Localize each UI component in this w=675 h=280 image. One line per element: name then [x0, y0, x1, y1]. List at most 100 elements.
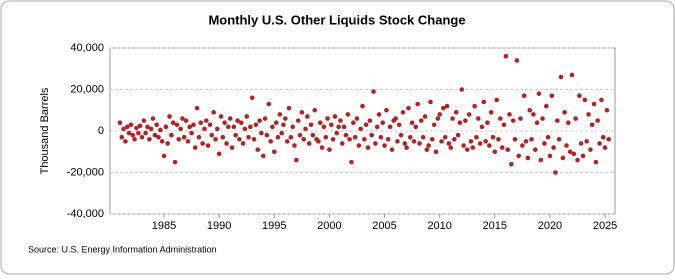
data-point	[395, 139, 400, 144]
data-point	[330, 137, 336, 142]
data-point	[117, 120, 123, 125]
data-point	[158, 127, 163, 133]
data-point	[196, 134, 202, 140]
data-point	[275, 134, 281, 140]
data-point	[531, 112, 536, 117]
data-point	[351, 120, 356, 125]
data-point	[279, 130, 284, 136]
data-point	[505, 147, 511, 152]
x-tick-label: 1985	[152, 220, 176, 232]
x-tick-label: 2015	[483, 220, 507, 232]
data-point	[137, 123, 143, 129]
data-point	[562, 110, 567, 115]
source-note: Source: U.S. Energy Information Administ…	[28, 244, 217, 254]
data-point	[365, 145, 371, 150]
data-point	[165, 141, 170, 146]
data-point	[483, 139, 488, 144]
data-point	[575, 157, 580, 163]
data-point	[121, 126, 126, 132]
data-point	[194, 105, 200, 111]
data-point	[507, 112, 512, 117]
data-point	[244, 114, 250, 119]
data-point	[446, 141, 452, 146]
data-point	[233, 132, 238, 138]
data-point	[400, 110, 406, 115]
data-point	[384, 107, 389, 113]
data-point	[281, 122, 286, 128]
data-point	[231, 124, 237, 130]
data-point	[249, 95, 255, 101]
data-point	[251, 137, 257, 142]
data-point	[152, 132, 158, 138]
data-point	[593, 159, 599, 165]
data-point	[332, 114, 338, 119]
data-point	[290, 124, 296, 130]
data-point	[582, 97, 588, 103]
data-point	[253, 122, 259, 128]
data-point	[540, 116, 545, 121]
data-point	[334, 130, 340, 136]
data-point	[312, 107, 318, 113]
data-point	[437, 112, 442, 117]
data-point	[442, 134, 448, 140]
data-point	[262, 116, 268, 121]
data-point	[429, 137, 435, 142]
data-point	[599, 97, 604, 103]
data-point	[362, 137, 367, 142]
data-point	[402, 141, 408, 146]
data-point	[424, 147, 430, 152]
data-point	[551, 145, 556, 150]
data-point	[266, 101, 272, 107]
data-point	[260, 153, 266, 159]
data-point	[573, 116, 578, 121]
data-point	[376, 112, 382, 117]
data-point	[248, 124, 253, 130]
data-point	[203, 118, 209, 123]
data-point	[345, 112, 351, 117]
data-point	[222, 120, 227, 125]
data-point	[349, 159, 354, 165]
data-point	[200, 141, 205, 146]
data-point	[450, 116, 455, 121]
data-point	[569, 72, 575, 78]
data-point	[216, 151, 222, 157]
data-point	[544, 103, 549, 109]
data-point	[183, 118, 189, 123]
data-point	[433, 149, 439, 155]
y-tick-label: 40,000	[70, 42, 104, 54]
data-point	[461, 143, 466, 148]
data-point	[328, 122, 334, 128]
data-point	[319, 145, 325, 150]
data-point	[389, 147, 395, 152]
x-tick-label: 1990	[207, 220, 231, 232]
data-point	[597, 141, 602, 146]
data-point	[496, 137, 501, 142]
data-point	[202, 126, 207, 132]
data-point	[143, 130, 148, 136]
data-point	[259, 130, 264, 136]
data-point	[325, 116, 330, 121]
data-point	[148, 126, 154, 132]
data-point	[181, 134, 187, 140]
data-point	[431, 122, 437, 128]
data-point	[343, 132, 349, 138]
data-point	[499, 145, 505, 150]
data-point	[316, 139, 321, 144]
y-tick-label: 20,000	[70, 83, 104, 95]
chart-title: Monthly U.S. Other Liquids Stock Change	[208, 12, 465, 27]
data-point	[549, 93, 555, 99]
data-point	[209, 132, 215, 138]
data-point	[404, 145, 409, 150]
data-point	[354, 116, 360, 121]
data-point	[198, 120, 204, 125]
data-point	[382, 143, 387, 148]
data-point	[213, 137, 218, 142]
data-point	[444, 103, 450, 109]
data-point	[580, 153, 586, 159]
data-point	[130, 132, 136, 138]
data-point	[468, 139, 474, 144]
data-point	[586, 112, 591, 117]
data-point	[578, 141, 584, 146]
